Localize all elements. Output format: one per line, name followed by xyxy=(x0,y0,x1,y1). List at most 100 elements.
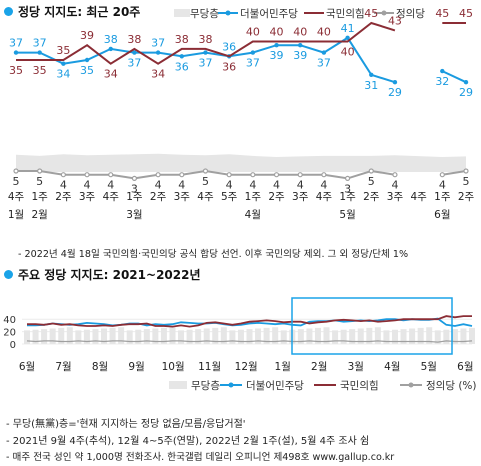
x-tick-label: 4주 xyxy=(103,191,120,203)
data-label-democratic: 39 xyxy=(293,49,307,62)
nonpartisan-bar xyxy=(426,327,433,344)
point-justice xyxy=(108,172,114,178)
data-label-justice: 4 xyxy=(178,179,185,192)
nonpartisan-bar xyxy=(434,330,441,344)
point-democratic xyxy=(37,50,42,55)
data-label-ppp: 35 xyxy=(56,44,70,57)
point-democratic xyxy=(440,68,445,74)
x-month-label: 6월 xyxy=(457,361,473,373)
legend2-marker-justice xyxy=(408,382,414,388)
data-label-democratic: 37 xyxy=(127,57,141,70)
nonpartisan-bar xyxy=(160,327,167,344)
point-justice xyxy=(273,172,280,178)
month-label: 6월 xyxy=(434,209,450,221)
point-democratic xyxy=(250,50,256,55)
point-justice xyxy=(84,172,90,178)
data-label-democratic: 37 xyxy=(317,57,331,70)
nonpartisan-bar xyxy=(255,328,262,344)
point-democratic xyxy=(13,50,19,55)
data-label-democratic: 36 xyxy=(222,40,236,53)
legend2-swatch-nonpartisan xyxy=(169,381,187,389)
data-label-ppp: 38 xyxy=(198,33,212,46)
legend2-marker-democratic xyxy=(228,382,234,388)
data-label-justice: 4 xyxy=(391,179,398,192)
series-line-ppp xyxy=(16,21,396,65)
nonpartisan-bar xyxy=(237,329,244,344)
data-label-ppp: 34 xyxy=(104,68,118,81)
data-label-democratic: 29 xyxy=(459,86,473,99)
legend-label-ppp: 국민의힘 xyxy=(326,8,365,20)
data-label-justice: 5 xyxy=(202,175,209,188)
data-label-justice: 3 xyxy=(131,182,138,195)
data-label-ppp: 40 xyxy=(341,46,355,59)
point-justice xyxy=(439,172,445,178)
nonpartisan-bar xyxy=(443,329,450,344)
nonpartisan-bar xyxy=(306,328,313,344)
data-label-justice: 4 xyxy=(249,179,256,192)
data-label-ppp: 39 xyxy=(80,29,94,42)
point-democratic xyxy=(369,72,374,78)
nonpartisan-bar xyxy=(24,330,30,344)
nonpartisan-bar xyxy=(391,329,398,344)
x-tick-label: 4주 xyxy=(197,191,214,203)
x-tick-label: 2주 xyxy=(458,191,475,203)
legend-label-justice: 정의당 xyxy=(396,8,425,20)
data-label-ppp: 35 xyxy=(9,64,23,77)
x-tick-label: 5주 xyxy=(221,191,238,203)
data-label-democratic: 39 xyxy=(270,49,284,62)
x-month-label: 5월 xyxy=(421,361,437,373)
x-month-label: 12월 xyxy=(235,361,258,373)
data-label-democratic: 37 xyxy=(151,37,165,50)
x-month-label: 6월 xyxy=(19,361,35,373)
month-label: 3월 xyxy=(126,209,142,221)
point-justice xyxy=(13,168,19,174)
point-democratic xyxy=(321,50,327,55)
nonpartisan-bar xyxy=(58,327,65,344)
data-label-democratic: 38 xyxy=(104,33,118,46)
bullet-icon xyxy=(4,7,13,16)
point-democratic xyxy=(84,57,90,63)
x-month-label: 9월 xyxy=(128,361,144,373)
legend-marker-justice xyxy=(381,10,387,16)
note-skipped-weeks: - 2021년 9월 4주(추석), 12월 4~5주(연말), 2022년 2… xyxy=(6,436,370,447)
legend2-label-democratic: 더불어민주당 xyxy=(246,380,304,392)
point-democratic xyxy=(132,50,137,55)
data-label-justice: 4 xyxy=(155,179,162,192)
x-tick-label: 1주 xyxy=(32,191,49,203)
point-justice xyxy=(297,172,303,178)
nonpartisan-bar xyxy=(83,329,90,344)
nonpartisan-bar xyxy=(143,329,150,344)
nonpartisan-bar xyxy=(220,327,227,344)
point-democratic xyxy=(179,54,184,59)
data-label-justice: 4 xyxy=(273,179,280,192)
point-democratic xyxy=(155,50,161,55)
nonpartisan-bar xyxy=(349,329,356,344)
nonpartisan-bar xyxy=(152,328,159,344)
point-justice xyxy=(250,172,256,178)
data-label-justice: 4 xyxy=(320,179,327,192)
nonpartisan-bar xyxy=(460,328,467,344)
data-label-democratic: 35 xyxy=(80,64,94,77)
note-nonpartisan: - 무당(無黨)층='현재 지지하는 정당 없음/모름/응답거절' xyxy=(6,419,246,430)
x-tick-label: 1주 xyxy=(434,191,451,203)
point-justice xyxy=(60,172,66,178)
x-tick-label: 4주 xyxy=(8,191,25,203)
x-tick-label: 2주 xyxy=(150,191,167,203)
x-tick-label: 1주 xyxy=(339,191,356,203)
chart-recent-20-weeks: 무당층 더불어민주당 국민의힘 정의당373553735534354353943834… xyxy=(8,7,475,221)
x-tick-label: 2주 xyxy=(55,191,72,203)
nonpartisan-bar xyxy=(229,330,236,344)
data-label-ppp: 34 xyxy=(151,68,165,81)
nonpartisan-bar xyxy=(332,330,339,344)
x-month-label: 1월 xyxy=(275,361,291,373)
x-tick-label: 1주 xyxy=(126,191,143,203)
data-label-justice: 4 xyxy=(60,179,67,192)
data-label-ppp: 45 xyxy=(364,7,378,20)
y-tick-label: 0 xyxy=(10,340,16,351)
x-month-label: 10월 xyxy=(162,361,185,373)
nonpartisan-area xyxy=(16,153,466,172)
nonpartisan-bar xyxy=(178,330,185,344)
data-label-justice: 4 xyxy=(297,179,304,192)
y-tick-label: 40 xyxy=(3,315,16,326)
